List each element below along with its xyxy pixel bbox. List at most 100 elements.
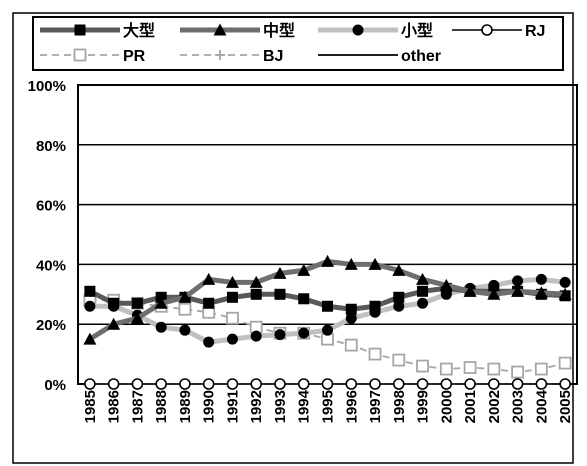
data-point <box>226 291 238 303</box>
legend-item-小型: 小型 <box>318 22 433 40</box>
data-point <box>274 329 286 341</box>
data-point <box>368 347 382 361</box>
data-point <box>534 286 548 299</box>
x-tick-label: 1989 <box>177 390 194 423</box>
data-point <box>298 293 310 305</box>
data-point <box>440 378 453 390</box>
data-point <box>463 284 477 297</box>
x-tick-label: 1993 <box>272 390 289 423</box>
data-point <box>463 361 477 374</box>
data-point <box>487 362 501 376</box>
x-tick-label: 1997 <box>367 390 384 423</box>
x-tick-label: 1988 <box>153 390 170 423</box>
x-tick-label: 1999 <box>415 390 432 423</box>
data-point <box>464 378 476 390</box>
x-tick-label: 1996 <box>343 390 360 423</box>
data-point <box>558 356 572 370</box>
x-tick-label: 1985 <box>82 390 99 423</box>
legend-swatch-marker <box>74 24 86 36</box>
legend-label: 中型 <box>263 21 295 40</box>
legend-swatch-marker <box>352 24 364 36</box>
x-tick-label: 2005 <box>557 390 574 423</box>
y-tick-label: 20% <box>36 317 66 334</box>
data-point <box>369 378 381 390</box>
data-point <box>345 378 358 390</box>
data-point <box>131 297 143 309</box>
data-point <box>226 378 239 390</box>
data-point <box>250 288 262 300</box>
legend-box <box>32 16 564 71</box>
data-point <box>392 378 405 390</box>
data-point <box>416 272 430 285</box>
data-point <box>344 257 358 270</box>
data-point <box>274 288 286 300</box>
y-tick-label: 80% <box>36 138 66 155</box>
data-point <box>344 338 358 352</box>
y-tick-label: 0% <box>44 377 66 394</box>
data-point <box>155 321 167 333</box>
data-point <box>84 300 96 312</box>
data-point <box>511 284 525 297</box>
data-point <box>321 378 334 390</box>
legend-item-PR: PR <box>40 48 146 65</box>
data-point <box>559 378 571 390</box>
legend-swatch-marker <box>213 23 227 36</box>
x-tick-label: 1986 <box>106 390 123 423</box>
legend-swatch-marker <box>481 24 493 36</box>
data-point <box>298 327 310 339</box>
data-point <box>417 297 429 309</box>
y-tick-label: 100% <box>28 78 66 95</box>
data-point <box>558 287 572 300</box>
legend: 大型 中型 小型 RJ PR BJ other <box>40 21 545 65</box>
x-tick-label: 1991 <box>224 390 241 423</box>
x-tick-label: 1987 <box>129 390 146 423</box>
data-point <box>226 311 239 325</box>
data-point <box>155 378 167 390</box>
data-point <box>322 324 333 336</box>
data-point <box>179 324 191 336</box>
data-point <box>416 378 429 390</box>
x-tick-label: 1994 <box>296 389 313 423</box>
legend-swatch-marker <box>215 50 225 60</box>
legend-label: 小型 <box>401 22 433 40</box>
data-point <box>488 378 500 390</box>
data-point <box>202 378 215 390</box>
data-point <box>107 378 120 390</box>
data-point <box>439 278 453 291</box>
data-point <box>416 359 429 373</box>
legend-item-中型: 中型 <box>180 21 295 40</box>
data-point <box>130 311 144 324</box>
x-tick-label: 2001 <box>462 390 479 423</box>
data-point <box>297 378 310 390</box>
data-point <box>345 312 357 324</box>
data-point <box>368 257 382 270</box>
data-point <box>107 317 121 330</box>
data-point <box>535 273 547 285</box>
data-point <box>393 300 405 312</box>
data-point <box>417 285 429 297</box>
data-point <box>511 365 524 379</box>
legend-item-BJ: BJ <box>180 48 283 65</box>
data-point <box>345 303 357 315</box>
legend-label: other <box>401 48 441 65</box>
data-point <box>249 275 263 288</box>
data-point <box>84 285 96 297</box>
data-point <box>108 297 120 309</box>
series-RJ <box>84 378 571 390</box>
data-point <box>297 263 311 276</box>
data-point <box>559 276 571 288</box>
data-point <box>203 297 215 309</box>
data-point <box>202 272 216 285</box>
data-point <box>534 362 548 376</box>
data-point <box>487 287 501 300</box>
data-point <box>322 300 333 312</box>
data-point <box>178 290 192 303</box>
data-point <box>83 332 97 345</box>
plot-area: 0% 20% 40% 60% 80% 100% 1985 1986 1987 1988 1989 19… <box>28 78 578 423</box>
x-tick-label: 1992 <box>248 390 265 423</box>
legend-item-大型: 大型 <box>40 21 155 40</box>
data-point <box>321 254 334 267</box>
x-tick-label: 2002 <box>486 390 503 423</box>
x-tick-label: 1998 <box>391 390 408 423</box>
